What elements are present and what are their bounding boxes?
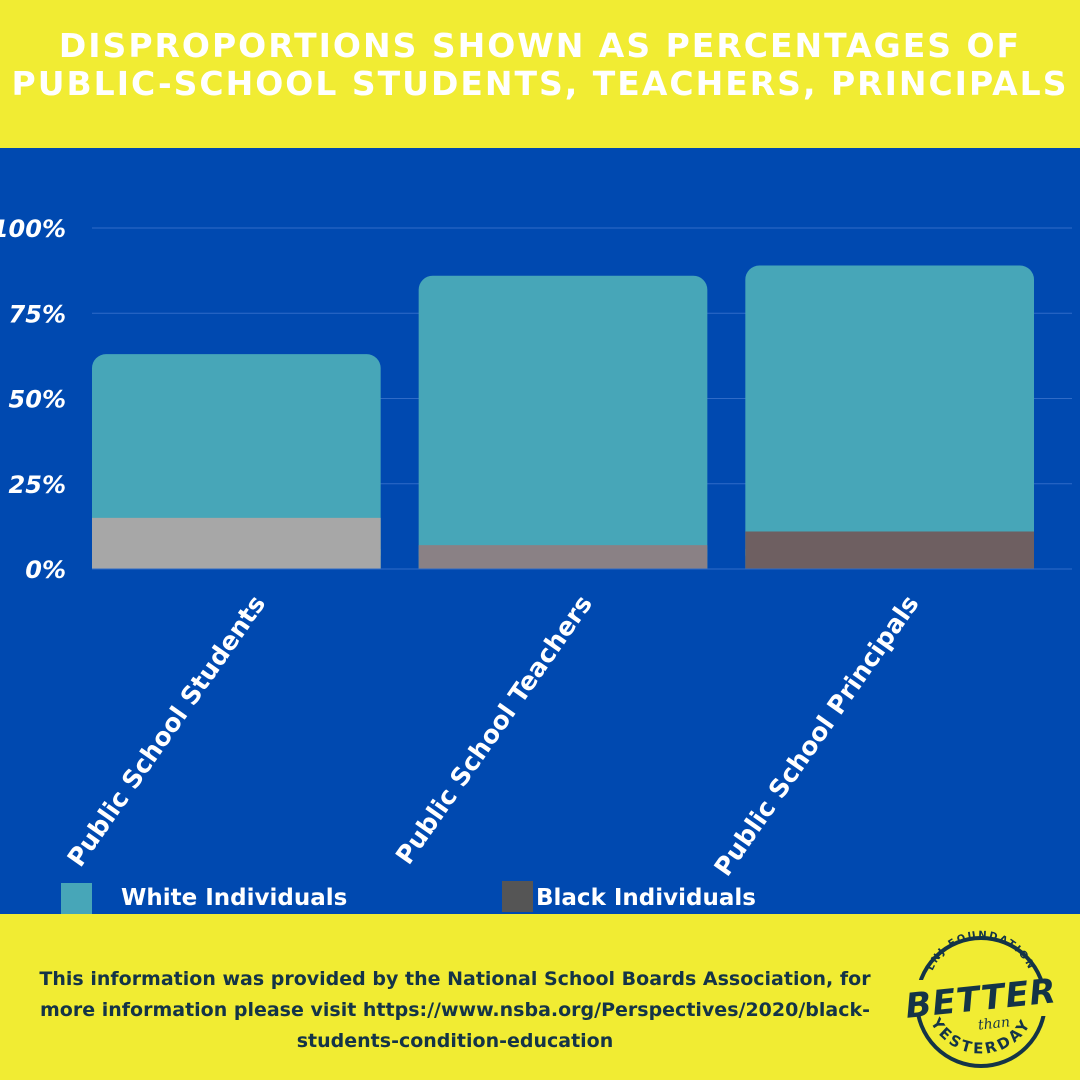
legend-swatch-black: [502, 881, 533, 912]
legend-label-white: White Individuals: [121, 885, 348, 911]
y-tick-label: 0%: [25, 556, 66, 584]
legend-swatch-white: [61, 883, 92, 914]
legend-label-black: Black Individuals: [536, 885, 756, 911]
source-note: This information was provided by the Nat…: [39, 968, 871, 1052]
bar-white-individuals: [745, 265, 1034, 569]
bar-white-individuals: [418, 275, 708, 569]
y-tick-label: 100%: [0, 215, 66, 243]
bar-black-individuals: [92, 517, 381, 569]
y-tick-label: 25%: [9, 471, 66, 499]
bar-black-individuals: [745, 531, 1034, 569]
svg-text:than: than: [977, 1014, 1011, 1033]
y-tick-label: 50%: [9, 386, 66, 414]
chart-panel: 0% 25% 50% 75% 100% Public School Students Pub…: [0, 148, 1080, 914]
better-than-yesterday-logo: LNJ FOUNDATION BETTER than YESTERDAY: [888, 930, 1072, 1068]
bar-chart: 0% 25% 50% 75% 100% Public School Students Pub…: [0, 215, 1072, 881]
x-category-label: Public School Teachers: [390, 590, 598, 870]
bar-black-individuals: [418, 545, 708, 569]
svg-text:LNJ FOUNDATION: LNJ FOUNDATION: [925, 930, 1037, 973]
chart-title-line-2: PUBLIC-SCHOOL STUDENTS, TEACHERS, PRINCI…: [11, 64, 1069, 103]
y-tick-label: 75%: [9, 300, 66, 328]
x-category-label: Public School Students: [62, 590, 272, 872]
header-banner: DISPROPORTIONS SHOWN AS PERCENTAGES OF P…: [0, 0, 1080, 148]
bar-white-individuals: [92, 354, 381, 569]
x-category-label: Public School Principals: [708, 590, 924, 881]
chart-title-line-1: DISPROPORTIONS SHOWN AS PERCENTAGES OF: [58, 26, 1022, 65]
